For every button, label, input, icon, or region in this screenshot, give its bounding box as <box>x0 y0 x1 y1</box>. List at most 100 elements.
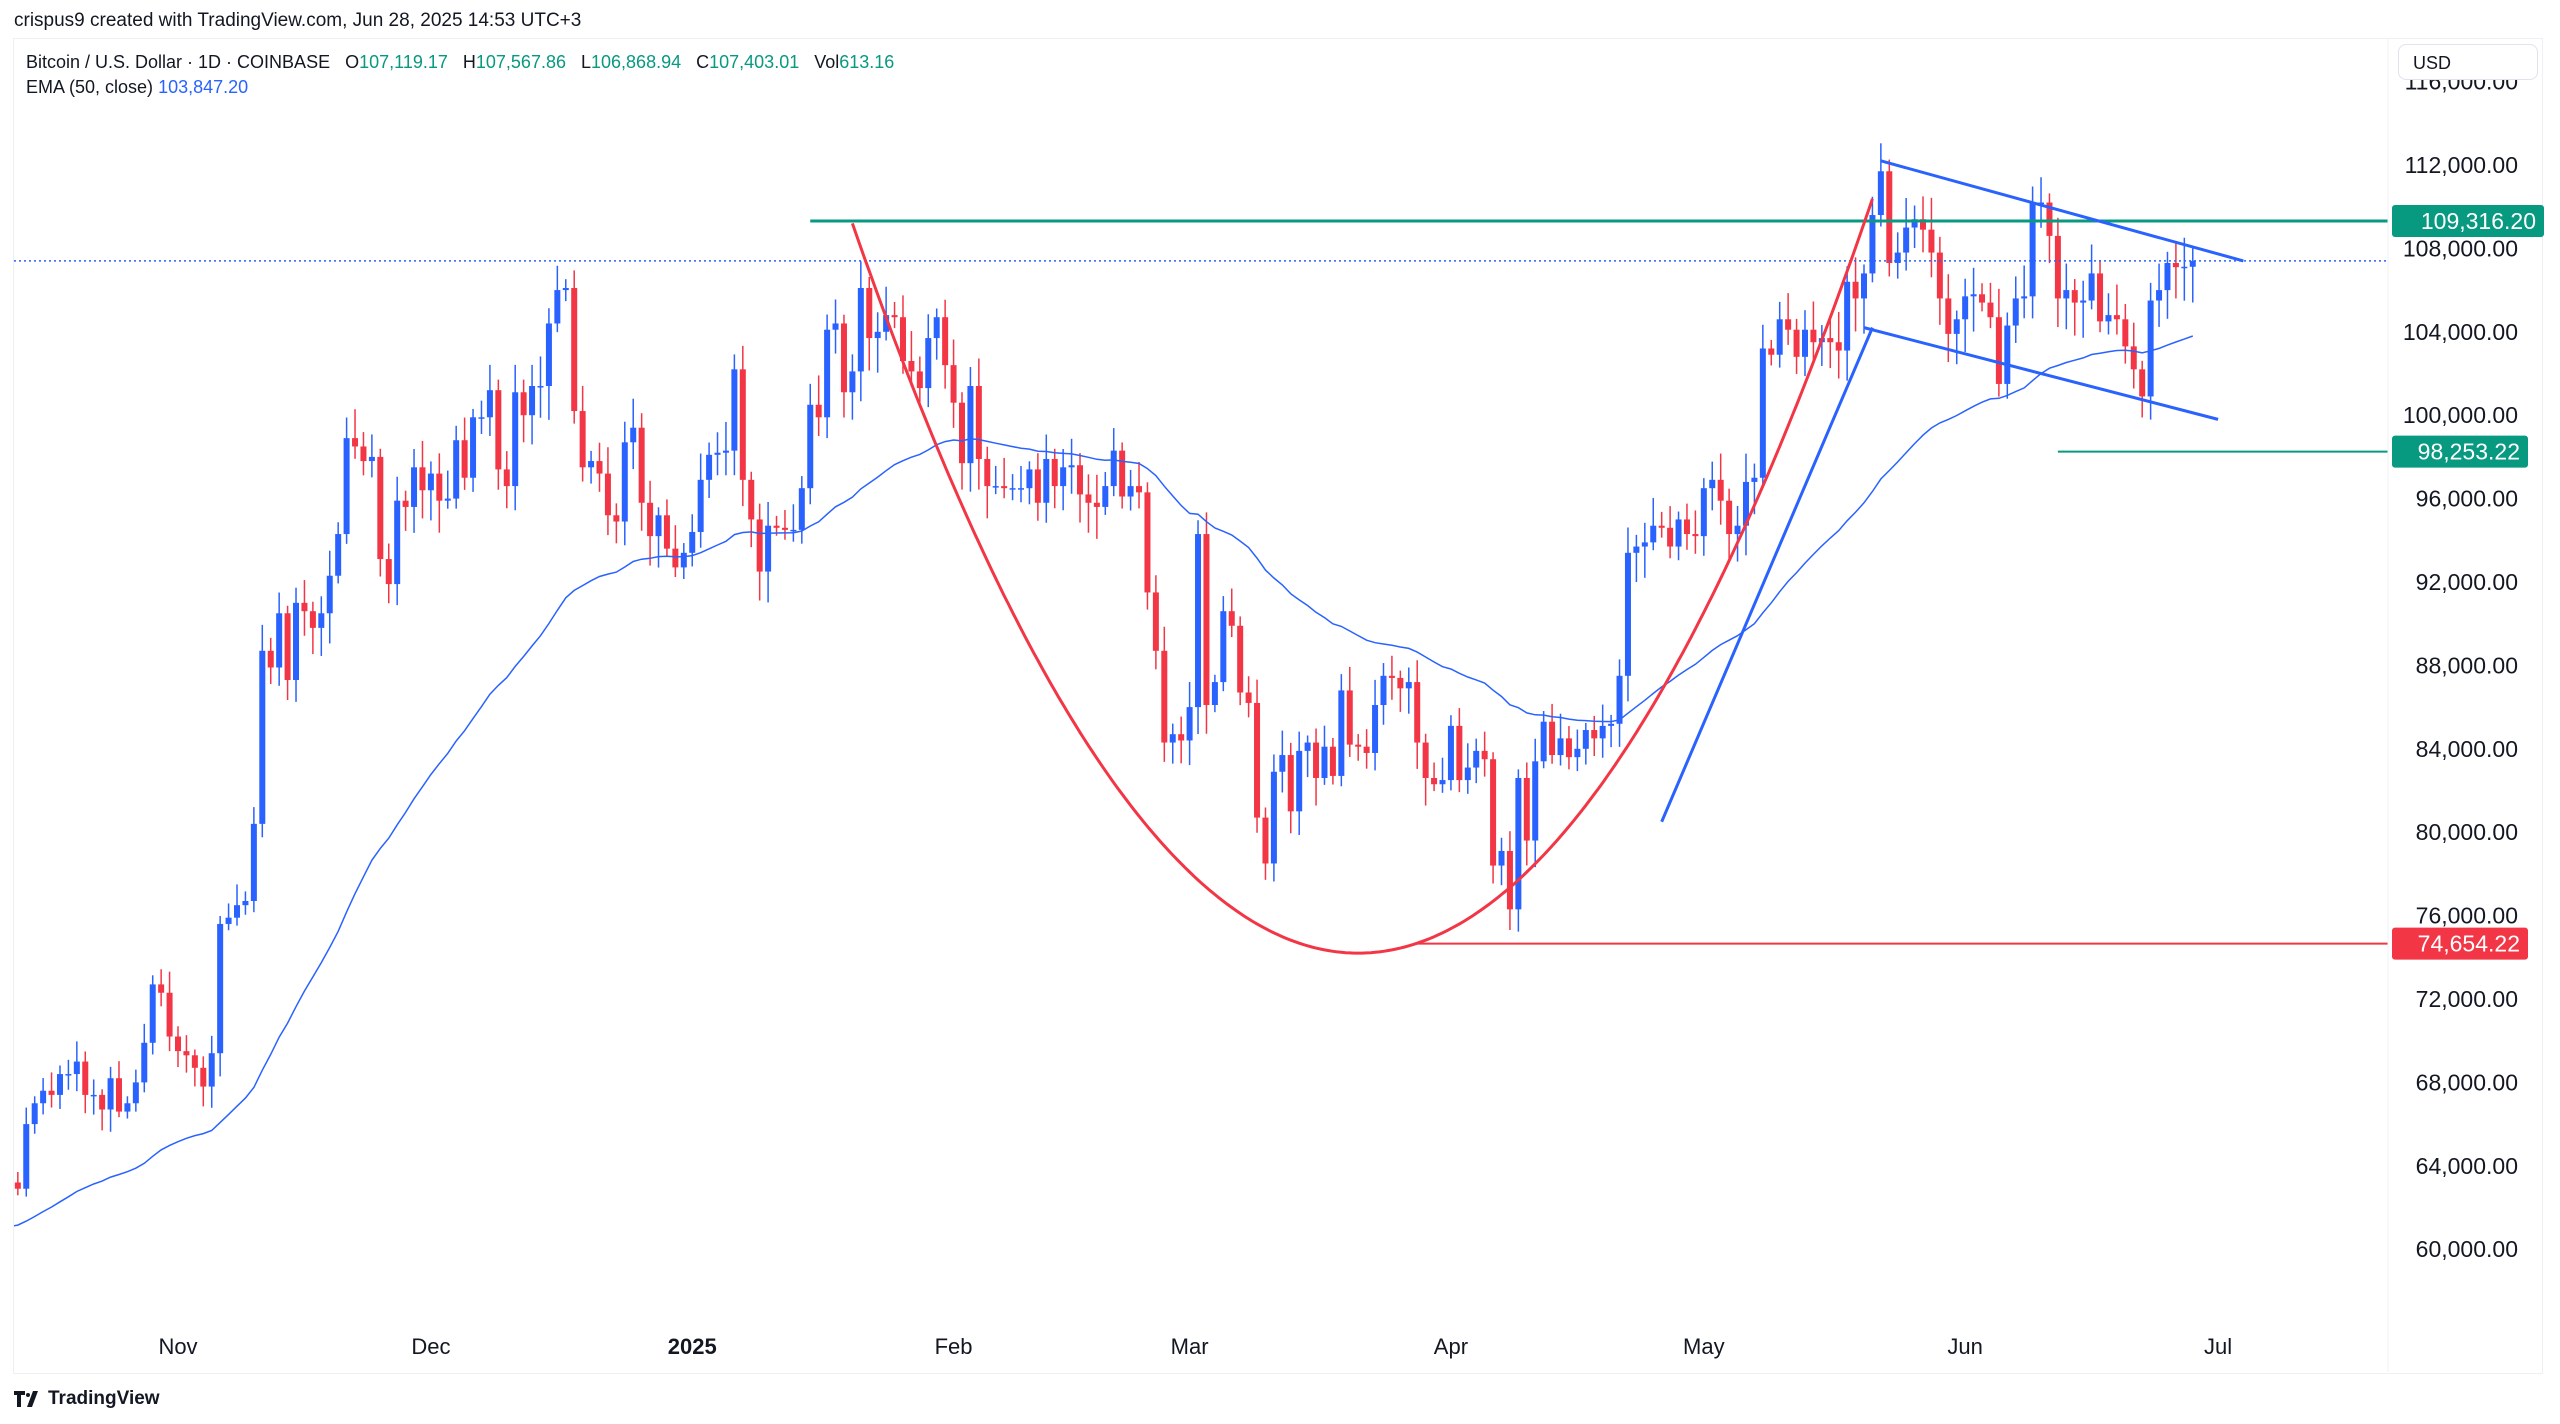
cup-curve <box>850 198 1874 955</box>
candle-body <box>1178 734 1185 741</box>
symbol-title[interactable]: Bitcoin / U.S. Dollar · 1D · COINBASE <box>26 52 331 72</box>
candle-body <box>31 1103 38 1125</box>
candle <box>933 308 940 360</box>
candle <box>840 314 847 418</box>
candle <box>2164 251 2171 319</box>
candle-body <box>2147 300 2154 397</box>
candle-body <box>596 461 603 474</box>
candle <box>1886 159 1893 277</box>
y-tick-label: 100,000.00 <box>2403 402 2518 428</box>
candle <box>1481 731 1488 777</box>
candle <box>6 1177 12 1204</box>
candle-body <box>1144 492 1151 593</box>
candle-body <box>1810 329 1817 343</box>
candle <box>65 1059 72 1090</box>
candle <box>1321 725 1328 785</box>
candle <box>984 446 991 519</box>
candle-body <box>874 331 881 339</box>
candle-body <box>773 525 780 528</box>
candle <box>1599 704 1606 758</box>
candle <box>2113 284 2120 335</box>
candle-body <box>385 559 392 585</box>
candle <box>992 465 999 495</box>
candle-body <box>1009 488 1016 490</box>
support-price-tag <box>2392 435 2528 468</box>
candle-body <box>124 1103 131 1112</box>
tradingview-logo-icon <box>14 1391 38 1407</box>
candle-body <box>191 1055 198 1068</box>
candle-body <box>73 1061 80 1075</box>
candle-body <box>65 1074 72 1076</box>
candle-body <box>1093 502 1100 507</box>
candle <box>2038 177 2045 228</box>
candle-body <box>368 456 375 462</box>
candle <box>545 308 552 420</box>
candle-body <box>1110 450 1117 487</box>
footer-logo[interactable]: TradingView <box>14 1388 160 1410</box>
candle-body <box>23 1124 30 1189</box>
candle <box>562 279 569 302</box>
candle-body <box>1431 777 1438 785</box>
candle-body <box>377 456 384 560</box>
candle-body <box>1355 744 1362 747</box>
candle <box>1945 274 1952 363</box>
candle-body <box>90 1094 97 1097</box>
candle-body <box>1557 738 1564 756</box>
candle <box>444 470 451 509</box>
candle <box>402 490 409 531</box>
candle <box>1304 735 1311 778</box>
candle-body <box>1136 486 1143 493</box>
candle <box>1110 428 1117 497</box>
candle-body <box>503 469 510 487</box>
candle-body <box>1262 817 1269 864</box>
candle-body <box>326 575 333 614</box>
candle-body <box>1683 519 1690 535</box>
candle-body <box>183 1051 190 1056</box>
ema-label[interactable]: EMA (50, close) <box>26 77 154 97</box>
candle-body <box>1979 294 1986 303</box>
candle-body <box>697 479 704 532</box>
candle <box>849 354 856 420</box>
candle-body <box>1287 755 1294 812</box>
candle-body <box>427 473 434 491</box>
y-tick-label: 84,000.00 <box>2416 736 2518 762</box>
candle <box>99 1089 106 1131</box>
candle-body <box>630 427 637 443</box>
candle <box>200 1056 207 1107</box>
candle <box>149 975 156 1055</box>
candle-body <box>259 650 266 824</box>
candle-body <box>1279 755 1286 772</box>
candle <box>1633 534 1640 583</box>
candle <box>1363 729 1370 769</box>
candle <box>1346 666 1353 757</box>
candle-body <box>2130 346 2137 370</box>
candle <box>48 1072 55 1108</box>
currency-button[interactable]: USD <box>2398 44 2538 80</box>
candle <box>427 461 434 521</box>
x-tick-label: Nov <box>158 1334 197 1359</box>
candle <box>56 1065 63 1109</box>
candle-body <box>1911 219 1918 228</box>
candle <box>1085 474 1092 533</box>
candle <box>579 385 586 482</box>
candle-body <box>1532 761 1539 841</box>
candle <box>191 1049 198 1087</box>
candle <box>2063 263 2070 330</box>
candle <box>14 1171 21 1196</box>
candle-body <box>1658 525 1665 528</box>
candle <box>529 364 536 445</box>
candle <box>942 299 949 389</box>
candle <box>1709 461 1716 511</box>
candle <box>1228 588 1235 638</box>
ema-value: 103,847.20 <box>158 77 249 97</box>
candle-body <box>562 288 569 291</box>
candle <box>874 312 881 373</box>
candle-body <box>217 923 224 1054</box>
x-tick-label: Jun <box>1947 1334 1982 1359</box>
candle <box>1380 663 1387 725</box>
y-tick-label: 112,000.00 <box>2405 152 2518 178</box>
candle-body <box>807 404 814 489</box>
candle <box>2139 360 2146 418</box>
candle <box>368 434 375 478</box>
